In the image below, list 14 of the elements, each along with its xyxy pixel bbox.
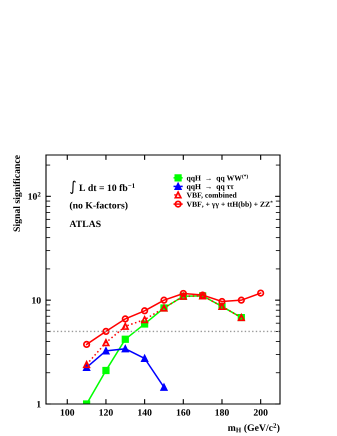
annotation: ATLAS [69,220,101,228]
y-tick-label: 10 [32,297,41,304]
y-axis-title: Signal significance [13,155,22,232]
annotation: (no K-factors) [70,202,128,211]
x-tick-label: 120 [99,409,113,416]
x-axis-title: m$_{H}$ (GeV/c$^{2}$) [228,423,280,433]
y-tick-label: 1 [37,400,41,408]
y-tick-label: 10$^{2}$ [28,192,41,200]
x-tick-label: 180 [215,409,229,416]
annotation: ∫ L dt = 10 fb$^{−1}$ [70,180,135,194]
x-tick-label: 140 [138,409,152,416]
x-tick-label: 200 [254,409,268,416]
x-tick-label: 100 [60,409,74,416]
x-tick-label: 160 [176,409,190,416]
